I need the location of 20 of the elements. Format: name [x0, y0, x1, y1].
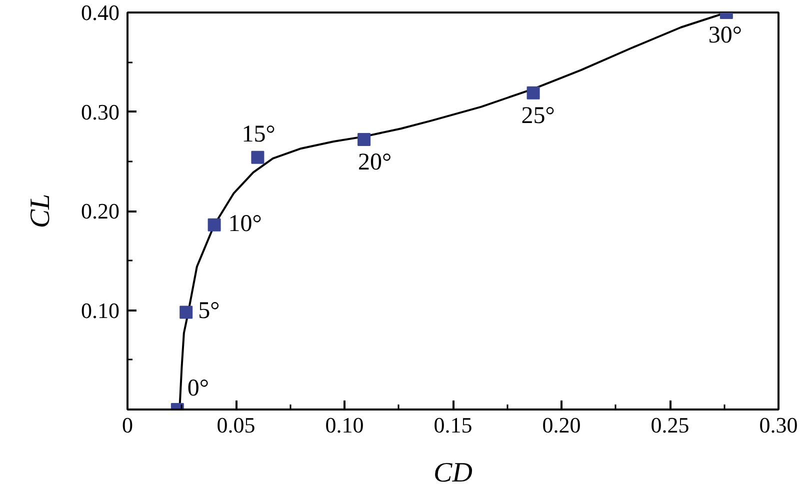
annotation: 0° — [187, 376, 210, 402]
annotation: 25° — [521, 102, 555, 129]
x-axis-title: CD — [434, 458, 472, 488]
y-axis-title: CL — [25, 194, 56, 228]
x-tick-label: 0.05 — [216, 412, 256, 438]
x-tick-label: 0.20 — [542, 412, 581, 438]
annotation: 5° — [198, 298, 220, 324]
y-tick-label: 0.40 — [81, 0, 120, 25]
annotation: 20° — [358, 150, 392, 176]
y-tick-label: 0.10 — [81, 298, 120, 323]
y-tick-label: 0.30 — [81, 99, 120, 124]
annotation: 15° — [242, 121, 276, 148]
x-tick-label: 0.25 — [650, 412, 690, 438]
annotation: 10° — [228, 210, 262, 237]
y-tick-label: 0.20 — [81, 198, 120, 224]
x-tick-label: 0.15 — [434, 412, 472, 438]
x-tick-label: 0.30 — [759, 412, 798, 438]
x-tick-label: 0.10 — [325, 412, 364, 438]
x-tick-label: 0 — [122, 412, 133, 438]
annotation: 30° — [708, 22, 742, 48]
